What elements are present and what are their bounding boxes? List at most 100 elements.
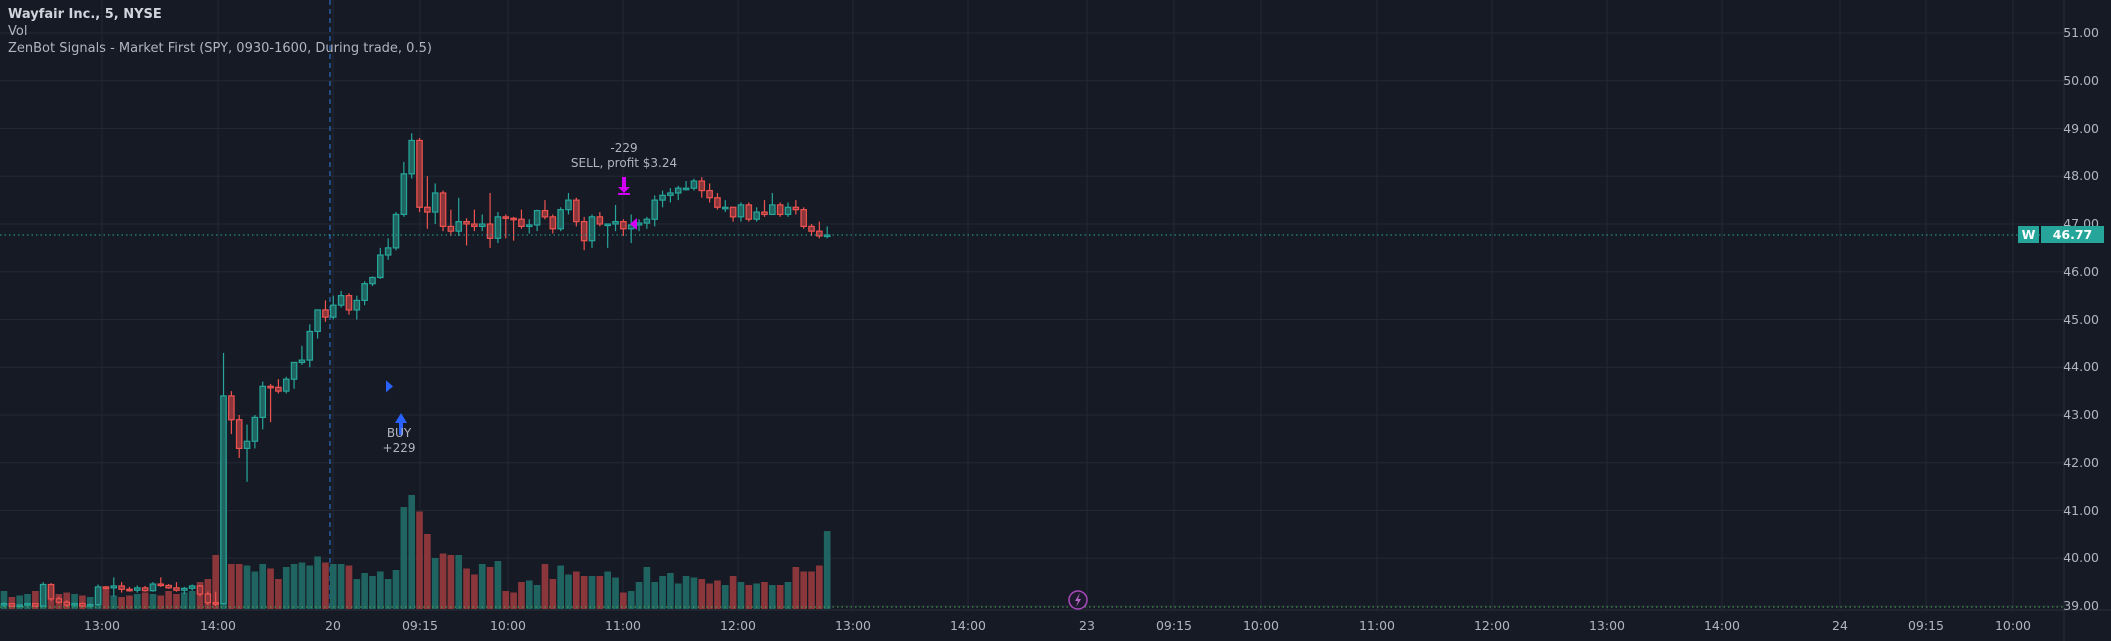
candle-body <box>94 586 102 606</box>
candle-body <box>384 247 392 256</box>
candle-body <box>651 199 659 220</box>
volume-bar <box>533 585 541 609</box>
volume-bar <box>118 597 125 609</box>
volume-bar <box>588 576 596 609</box>
time-tick-label: 24 <box>1832 618 1848 633</box>
candle-body <box>549 216 557 230</box>
candle-body <box>118 585 125 590</box>
candle-body <box>267 385 274 389</box>
buy-entry-marker-icon <box>386 380 393 393</box>
volume-bar <box>329 564 337 609</box>
candle-body <box>471 223 478 227</box>
volume-bar <box>784 582 792 609</box>
time-tick-label: 09:15 <box>1907 618 1945 633</box>
volume-bar <box>251 571 259 609</box>
candle-body <box>400 173 408 216</box>
volume-bar <box>110 595 118 609</box>
candle-body <box>580 221 588 242</box>
volume-bar <box>541 564 549 609</box>
buy-arrow-icon <box>395 413 407 435</box>
candle-body <box>800 209 807 227</box>
candle-body <box>235 419 243 450</box>
volume-bar <box>235 564 243 609</box>
candle-body <box>612 221 619 225</box>
volume-bar <box>659 576 666 609</box>
candle-body <box>416 139 423 208</box>
time-tick-label: 14:00 <box>199 618 237 633</box>
candle-body <box>24 603 31 606</box>
candle-body <box>377 254 384 279</box>
candle-body <box>188 585 196 589</box>
candle-body <box>165 584 172 589</box>
volume-bar <box>173 594 180 609</box>
candle-body <box>337 295 345 306</box>
volume-bar <box>557 565 564 609</box>
candle-body <box>298 359 306 364</box>
volume-bar <box>823 531 831 609</box>
candle-body <box>494 216 502 239</box>
volume-bar <box>408 495 415 609</box>
time-tick-label: 10:00 <box>1242 618 1280 633</box>
candle-body <box>753 211 760 220</box>
candle-body <box>588 216 596 242</box>
zenbot-indicator-label[interactable]: ZenBot Signals - Market First (SPY, 0930… <box>8 41 432 56</box>
time-tick-label: 23 <box>1079 618 1095 633</box>
volume-bar <box>188 591 196 609</box>
candle-body <box>643 218 651 224</box>
candle-body <box>721 206 729 210</box>
candle-body <box>345 295 353 311</box>
volume-bar <box>471 574 478 609</box>
volume-bar <box>149 594 157 609</box>
candle-body <box>322 309 329 318</box>
volume-bar <box>643 567 651 609</box>
candle-body <box>126 588 133 592</box>
candle-body <box>737 204 745 218</box>
volume-bar <box>612 577 619 609</box>
volume-bar <box>133 594 141 609</box>
volume-bar <box>259 564 267 609</box>
volume-bar <box>416 511 423 609</box>
time-tick-label: 14:00 <box>1703 618 1741 633</box>
volume-bar <box>690 577 698 609</box>
volume-indicator-label[interactable]: Vol <box>8 24 28 39</box>
candle-body <box>329 304 337 318</box>
candle-body <box>604 223 611 227</box>
sell-qty: -229 <box>610 141 638 155</box>
candle-body <box>816 230 823 237</box>
candle-body <box>761 211 768 216</box>
volume-bar <box>635 582 643 609</box>
time-tick-label: 11:00 <box>604 618 642 633</box>
price-tick-label: 41.00 <box>2063 502 2099 518</box>
volume-bar <box>141 592 149 609</box>
volume-bar <box>596 576 604 609</box>
symbol-title[interactable]: Wayfair Inc., 5, NYSE <box>8 7 162 22</box>
volume-bar <box>674 583 682 609</box>
volume-bar <box>165 591 172 609</box>
candle-body <box>228 395 235 421</box>
time-tick-label: 10:00 <box>1994 618 2032 633</box>
candle-body <box>220 395 227 605</box>
buy-qty: +229 <box>382 441 416 455</box>
price-tick-label: 45.00 <box>2063 311 2099 327</box>
volume-bar <box>400 507 408 609</box>
candle-body <box>408 139 415 175</box>
volume-bar <box>816 565 823 609</box>
price-tick-label: 46.00 <box>2063 263 2099 279</box>
volume-bar <box>525 580 533 609</box>
lightning-bolt-icon <box>1075 593 1081 607</box>
time-tick-label: 10:00 <box>489 618 527 633</box>
volume-bar <box>800 571 807 609</box>
volume-bar <box>16 595 23 609</box>
candle-body <box>133 587 141 591</box>
candle-body <box>478 223 486 227</box>
candle-body <box>769 204 776 216</box>
volume-bar <box>745 585 753 609</box>
volume-bar <box>314 556 321 609</box>
volume-bar <box>769 585 776 609</box>
volume-bar <box>392 570 400 609</box>
candle-body <box>290 361 298 380</box>
volume-bar <box>8 597 16 609</box>
candle-body <box>518 218 525 227</box>
candle-body <box>71 603 78 606</box>
